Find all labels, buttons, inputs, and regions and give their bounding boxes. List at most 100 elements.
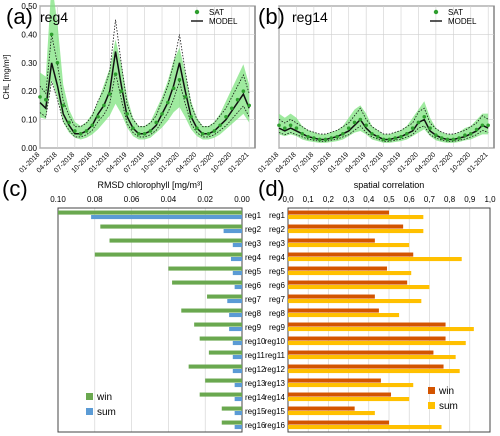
- bar-sum-reg14: [234, 397, 242, 402]
- sat-point: [55, 61, 60, 65]
- sat-point: [200, 132, 205, 136]
- y-tick-label: 0.40: [21, 30, 37, 39]
- bar-sum-reg15: [234, 411, 242, 416]
- sat-point: [61, 103, 66, 108]
- sat-point: [107, 92, 112, 96]
- bar-sum-reg7: [227, 299, 242, 304]
- x-tick-label: 1,0: [484, 195, 496, 204]
- bar-win-reg14: [288, 392, 392, 397]
- bar-sum-reg2: [288, 229, 424, 234]
- sat-point: [306, 134, 310, 139]
- y-tick-label: 0.50: [21, 2, 37, 11]
- panel-d-correlation-bars: spatial correlation 0,0 0,1 0,2 0,3 0,4 0,5 0,6…: [265, 180, 496, 433]
- bar-sum-reg7: [288, 299, 422, 304]
- legend-label-sum: sum: [439, 401, 458, 412]
- bar-sum-reg16: [288, 425, 442, 430]
- bar-sum-reg13: [234, 383, 242, 388]
- bar-win-reg8: [288, 308, 379, 313]
- sat-point: [410, 126, 415, 130]
- bar-win-reg13: [205, 378, 242, 383]
- sat-point: [277, 123, 281, 128]
- bar-sum-reg3: [288, 243, 410, 248]
- category-label: reg5: [245, 267, 262, 276]
- sat-point: [195, 126, 199, 130]
- sat-point: [439, 136, 444, 140]
- bar-win-reg6: [172, 280, 242, 285]
- x-tick-label: 0,9: [464, 195, 476, 204]
- sat-point: [183, 95, 188, 99]
- category-label: reg4: [269, 253, 286, 262]
- bar-sum-reg5: [232, 271, 242, 276]
- x-tick-label: 0,0: [282, 195, 294, 204]
- bar-win-reg6: [288, 280, 408, 285]
- category-label: reg6: [245, 281, 262, 290]
- chart-title: spatial correlation: [354, 180, 425, 190]
- y-tick-label: 0.20: [21, 87, 37, 96]
- legend-sat-label: SAT: [209, 8, 224, 17]
- category-label: reg12: [265, 365, 286, 374]
- sat-point: [102, 103, 106, 108]
- x-tick-label: 0,4: [363, 195, 375, 204]
- x-tick-label: 0.10: [50, 195, 66, 204]
- bar-win-reg15: [221, 406, 242, 411]
- panel-b-letter: (b): [258, 4, 285, 29]
- x-tick-label: 0,1: [303, 195, 315, 204]
- bar-win-reg3: [109, 238, 243, 243]
- bar-win-reg8: [181, 308, 242, 313]
- sat-point: [49, 32, 54, 37]
- bar-sum-reg14: [288, 397, 410, 402]
- bar-win-reg4: [94, 252, 242, 257]
- bar-sum-reg15: [288, 411, 375, 416]
- bar-sum-reg10: [288, 341, 466, 346]
- category-label: reg3: [245, 239, 262, 248]
- x-tick-label: 0.02: [197, 195, 213, 204]
- sat-point: [381, 137, 386, 142]
- sat-point: [463, 133, 467, 138]
- sat-point: [474, 127, 479, 132]
- sat-point: [300, 132, 305, 136]
- sat-range-band: [40, 0, 250, 140]
- bar-win-reg16: [288, 420, 389, 425]
- bar-win-reg3: [288, 238, 375, 243]
- sat-point: [218, 123, 222, 128]
- category-label: reg16: [265, 421, 286, 430]
- category-label: reg6: [269, 281, 286, 290]
- sat-point: [451, 137, 456, 142]
- sat-point: [358, 117, 363, 122]
- sat-point: [212, 129, 217, 133]
- bar-sum-reg13: [288, 383, 414, 388]
- category-label: reg12: [245, 365, 266, 374]
- category-label: reg14: [245, 393, 266, 402]
- panel-b-region: reg14: [292, 9, 328, 25]
- sat-point: [160, 112, 164, 116]
- sat-point: [370, 132, 374, 136]
- bar-win-reg16: [221, 420, 242, 425]
- panel-d-letter: (d): [258, 176, 285, 201]
- category-label: reg13: [245, 379, 266, 388]
- sat-point: [329, 136, 334, 140]
- category-label: reg9: [245, 323, 262, 332]
- bar-sum-reg4: [288, 257, 462, 262]
- category-label: reg1: [269, 211, 286, 220]
- bar-sum-reg8: [229, 313, 242, 318]
- category-label: reg2: [245, 225, 262, 234]
- category-label: reg9: [269, 323, 286, 332]
- category-label: reg5: [269, 267, 286, 276]
- bar-sum-reg9: [288, 327, 474, 332]
- plot-frame: [278, 5, 495, 149]
- sat-point: [131, 126, 135, 130]
- model-envelope-hi: [39, 19, 250, 128]
- category-label: reg2: [269, 225, 286, 234]
- bar-sum-reg8: [288, 313, 400, 318]
- bar-sum-reg9: [229, 327, 242, 332]
- sat-point: [422, 114, 427, 119]
- sat-point: [364, 123, 368, 128]
- bar-win-reg2: [288, 224, 404, 229]
- sat-point: [247, 103, 251, 108]
- bar-win-reg5: [168, 266, 242, 271]
- x-tick-label: 0.00: [234, 195, 250, 204]
- sat-point: [387, 137, 392, 142]
- legend-swatch-win: [428, 387, 435, 394]
- legend-label-win: win: [96, 392, 112, 403]
